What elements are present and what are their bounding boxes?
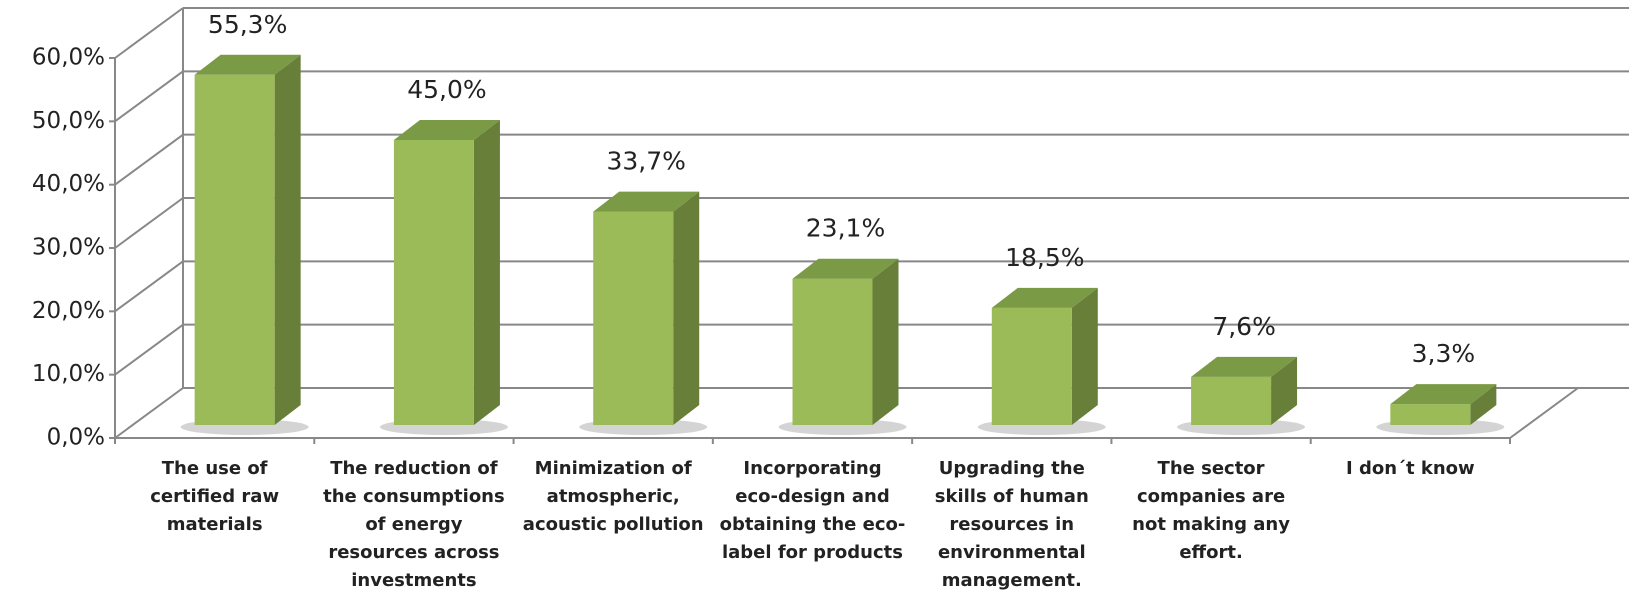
x-tick-label: Upgrading the skills of human resources … bbox=[919, 455, 1105, 595]
y-tick-label: 10,0% bbox=[32, 361, 105, 387]
grid-line bbox=[115, 261, 183, 311]
value-label: 23,1% bbox=[806, 214, 885, 243]
x-tick-label: Incorporating eco-design and obtaining t… bbox=[720, 455, 906, 567]
bar bbox=[394, 140, 474, 425]
bar bbox=[1191, 377, 1271, 425]
grid-line bbox=[115, 8, 183, 58]
bar bbox=[593, 212, 673, 425]
bar-side bbox=[275, 55, 301, 425]
bar bbox=[195, 75, 275, 425]
value-label: 33,7% bbox=[607, 147, 686, 176]
x-tick-label: The reduction of the consumptions of ene… bbox=[321, 455, 507, 595]
value-label: 7,6% bbox=[1212, 312, 1276, 341]
floor-edge bbox=[1510, 388, 1578, 438]
chart: 0,0% 10,0% 20,0% 30,0% 40,0% 50,0% 60,0% 55,3% 4… bbox=[0, 0, 1629, 614]
bar bbox=[793, 279, 873, 425]
bar-side bbox=[1072, 288, 1098, 425]
grid-line bbox=[115, 325, 183, 375]
value-label: 55,3% bbox=[208, 10, 287, 39]
value-label: 18,5% bbox=[1005, 243, 1084, 272]
grid-line bbox=[115, 388, 183, 438]
grid-line bbox=[115, 198, 183, 248]
y-tick-label: 0,0% bbox=[47, 425, 105, 451]
grid-line bbox=[115, 71, 183, 121]
y-tick-label: 30,0% bbox=[32, 235, 105, 261]
bar-side bbox=[673, 192, 699, 425]
value-label: 45,0% bbox=[407, 75, 486, 104]
x-tick-label: The sector companies are not making any … bbox=[1118, 455, 1304, 567]
y-tick-label: 40,0% bbox=[32, 171, 105, 197]
bar bbox=[1390, 404, 1470, 425]
bar-side bbox=[873, 259, 899, 425]
grid-line bbox=[115, 135, 183, 185]
x-tick-label: The use of certified raw materials bbox=[122, 455, 308, 539]
bar-side bbox=[474, 120, 500, 425]
value-label: 3,3% bbox=[1412, 339, 1476, 368]
bar bbox=[992, 308, 1072, 425]
y-tick-label: 20,0% bbox=[32, 298, 105, 324]
y-tick-label: 60,0% bbox=[32, 45, 105, 71]
x-tick-label: Minimization of atmospheric, acoustic po… bbox=[520, 455, 706, 539]
y-tick-label: 50,0% bbox=[32, 108, 105, 134]
x-tick-label: I don´t know bbox=[1317, 455, 1503, 483]
